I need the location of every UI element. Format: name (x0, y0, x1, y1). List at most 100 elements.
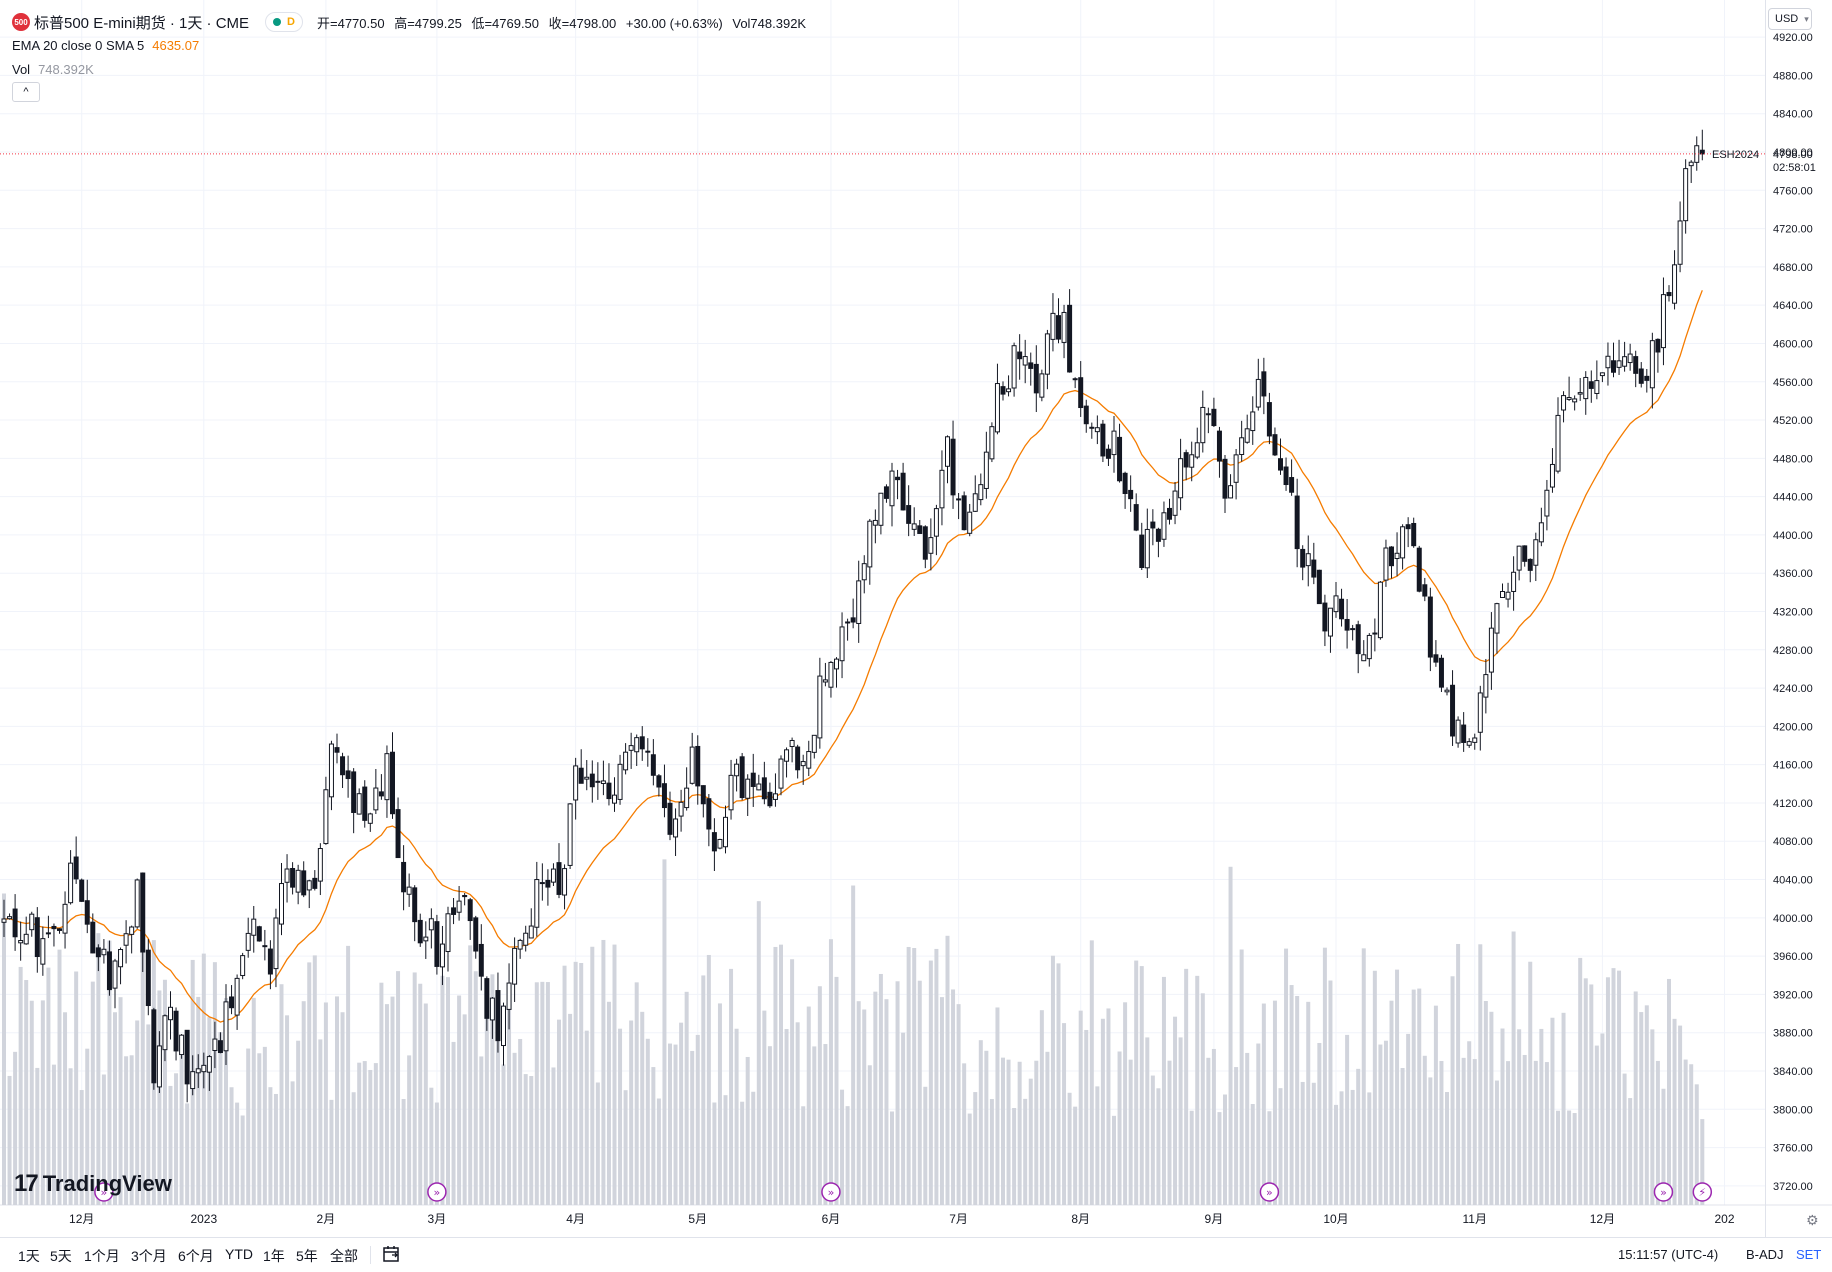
volume-bar (1345, 1034, 1350, 1205)
candle-body (401, 861, 407, 893)
volume-bar (1139, 966, 1144, 1205)
volume-bar (784, 1029, 789, 1205)
volume-bar (923, 1086, 928, 1205)
volume-bar (668, 1043, 672, 1205)
volume-legend-value: 748.392K (38, 61, 94, 77)
volume-bar (978, 1040, 983, 1205)
dividend-event-icon[interactable] (821, 1182, 841, 1202)
dividend-glyph-icon: » (1660, 1186, 1667, 1199)
volume-bar (1633, 991, 1638, 1205)
indicator-legend[interactable]: EMA 20 close 0 SMA 5 4635.07 (12, 36, 199, 54)
candle-body (723, 816, 728, 848)
candle-body (1222, 458, 1228, 499)
candle-body (1239, 437, 1245, 456)
currency-selector[interactable]: USD ▾ (1768, 8, 1812, 30)
candle-body (550, 868, 556, 883)
settlement-toggle[interactable]: SET (1796, 1247, 1822, 1262)
candle-body (312, 877, 318, 889)
candle-body (1494, 603, 1500, 634)
range-button-1d[interactable]: 1天 (18, 1248, 40, 1264)
volume-bar (113, 1012, 117, 1205)
candle-body (956, 498, 962, 501)
volume-bar (1256, 1043, 1261, 1205)
volume-bar (1605, 977, 1610, 1205)
range-button-5d[interactable]: 5天 (50, 1248, 72, 1264)
volume-legend[interactable]: Vol 748.392K (12, 60, 94, 78)
range-button-ytd[interactable]: YTD (225, 1246, 253, 1262)
tradingview-logo[interactable]: 17 TradingView (14, 1170, 172, 1198)
candle-body (156, 1045, 162, 1088)
candle-body (1000, 386, 1006, 395)
volume-bar (368, 1069, 373, 1205)
candle-body (667, 802, 673, 835)
volume-bar (1067, 1092, 1072, 1205)
candle-body (1117, 436, 1123, 482)
volume-label[interactable]: Vol (12, 61, 31, 77)
volume-bar (1433, 1005, 1438, 1205)
y-tick-label: 4520.00 (1773, 415, 1813, 427)
candle-body (711, 832, 717, 852)
symbol-logo: 500 (12, 13, 30, 31)
candle-body (883, 486, 889, 499)
candle-body (1339, 598, 1345, 620)
back-adjust-toggle[interactable]: B-ADJ (1746, 1247, 1784, 1262)
volume-bar (179, 1055, 184, 1205)
candle-body (945, 436, 950, 467)
market-status-pill[interactable]: D (265, 12, 303, 32)
candle-body (1056, 315, 1061, 340)
volume-bar (856, 1001, 861, 1205)
split-event-icon[interactable] (1692, 1182, 1713, 1202)
volume-bar (1411, 989, 1416, 1205)
volume-bar (1062, 1023, 1067, 1205)
range-button-5y[interactable]: 5年 (296, 1248, 318, 1264)
volume-bar (751, 1091, 756, 1205)
volume-bar (951, 989, 956, 1205)
candle-body (18, 940, 24, 944)
volume-bar (512, 1052, 517, 1205)
candle-body (512, 947, 518, 985)
candle-body (839, 626, 845, 662)
volume-bar (357, 1062, 362, 1205)
volume-value: Vol748.392K (732, 15, 807, 31)
indicator-label[interactable]: EMA 20 close 0 SMA 5 (12, 37, 145, 53)
candle-body (834, 658, 839, 670)
range-button-6m[interactable]: 6个月 (178, 1248, 214, 1264)
volume-bar (140, 949, 145, 1205)
candle-body (1122, 472, 1128, 495)
dividend-event-icon[interactable] (1653, 1182, 1674, 1202)
gear-icon[interactable]: ⚙ (1806, 1213, 1819, 1229)
volume-bar (68, 1068, 73, 1205)
symbol-title[interactable]: 标普500 E-mini期货 · 1天 · CME (34, 14, 250, 32)
candle-body (1372, 632, 1378, 635)
volume-bar (1161, 976, 1166, 1205)
candle-body (1516, 545, 1522, 571)
candle-body (906, 505, 912, 524)
clock-timezone[interactable]: 15:11:57 (UTC-4) (1618, 1247, 1719, 1262)
symbol-legend[interactable]: 500 标普500 E-mini期货 · 1天 · CME D 开=4770.5… (12, 11, 812, 33)
range-button-1m[interactable]: 1个月 (84, 1248, 120, 1264)
range-button-all[interactable]: 全部 (330, 1248, 358, 1264)
volume-bar (1267, 1111, 1272, 1205)
volume-bar (712, 1102, 717, 1205)
candle-body (989, 426, 995, 460)
candle-body (539, 882, 545, 885)
candle-body (73, 856, 79, 880)
candle-body (217, 1040, 223, 1054)
calendar-goto-icon[interactable] (382, 1244, 402, 1264)
candle-body (517, 939, 523, 950)
volume-bar (862, 1009, 867, 1205)
range-button-1y[interactable]: 1年 (263, 1248, 285, 1264)
dividend-event-icon[interactable] (427, 1182, 447, 1202)
candle-body (1261, 371, 1267, 397)
candle-body (650, 754, 656, 776)
volume-bar (518, 1038, 523, 1205)
dividend-event-icon[interactable] (94, 1182, 114, 1202)
y-tick-label: 4160.00 (1773, 760, 1813, 772)
candle-body (895, 476, 901, 481)
range-button-3m[interactable]: 3个月 (131, 1248, 167, 1264)
collapse-legend-button[interactable]: ^ (12, 82, 40, 102)
dividend-event-icon[interactable] (1259, 1182, 1280, 1202)
volume-bar (1361, 948, 1366, 1205)
volume-bar (1450, 976, 1455, 1205)
